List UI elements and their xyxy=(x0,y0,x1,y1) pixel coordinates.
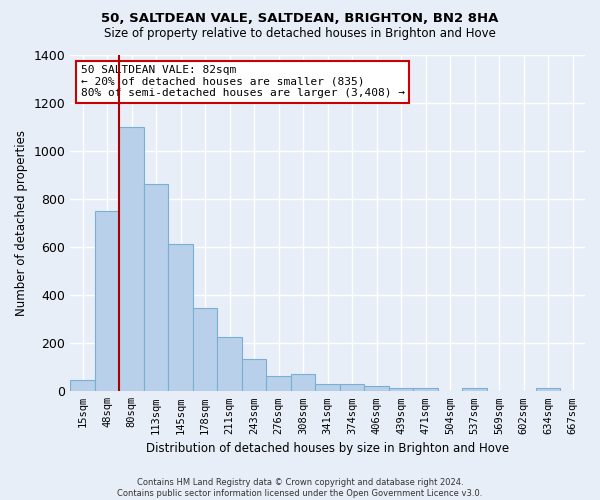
Text: Size of property relative to detached houses in Brighton and Hove: Size of property relative to detached ho… xyxy=(104,28,496,40)
Bar xyxy=(70,380,95,392)
Bar xyxy=(340,384,364,392)
Bar xyxy=(144,184,169,392)
Bar xyxy=(536,388,560,392)
Bar xyxy=(242,359,266,392)
Bar xyxy=(266,376,291,392)
Bar xyxy=(169,244,193,392)
Bar xyxy=(193,308,217,392)
Bar xyxy=(95,211,119,392)
Bar xyxy=(119,127,144,392)
Bar xyxy=(217,338,242,392)
X-axis label: Distribution of detached houses by size in Brighton and Hove: Distribution of detached houses by size … xyxy=(146,442,509,455)
Bar xyxy=(389,388,413,392)
Bar xyxy=(364,386,389,392)
Text: 50 SALTDEAN VALE: 82sqm
← 20% of detached houses are smaller (835)
80% of semi-d: 50 SALTDEAN VALE: 82sqm ← 20% of detache… xyxy=(80,65,404,98)
Text: 50, SALTDEAN VALE, SALTDEAN, BRIGHTON, BN2 8HA: 50, SALTDEAN VALE, SALTDEAN, BRIGHTON, B… xyxy=(101,12,499,26)
Text: Contains HM Land Registry data © Crown copyright and database right 2024.
Contai: Contains HM Land Registry data © Crown c… xyxy=(118,478,482,498)
Bar xyxy=(316,384,340,392)
Bar xyxy=(463,388,487,392)
Bar xyxy=(291,374,316,392)
Bar xyxy=(413,388,438,392)
Y-axis label: Number of detached properties: Number of detached properties xyxy=(15,130,28,316)
